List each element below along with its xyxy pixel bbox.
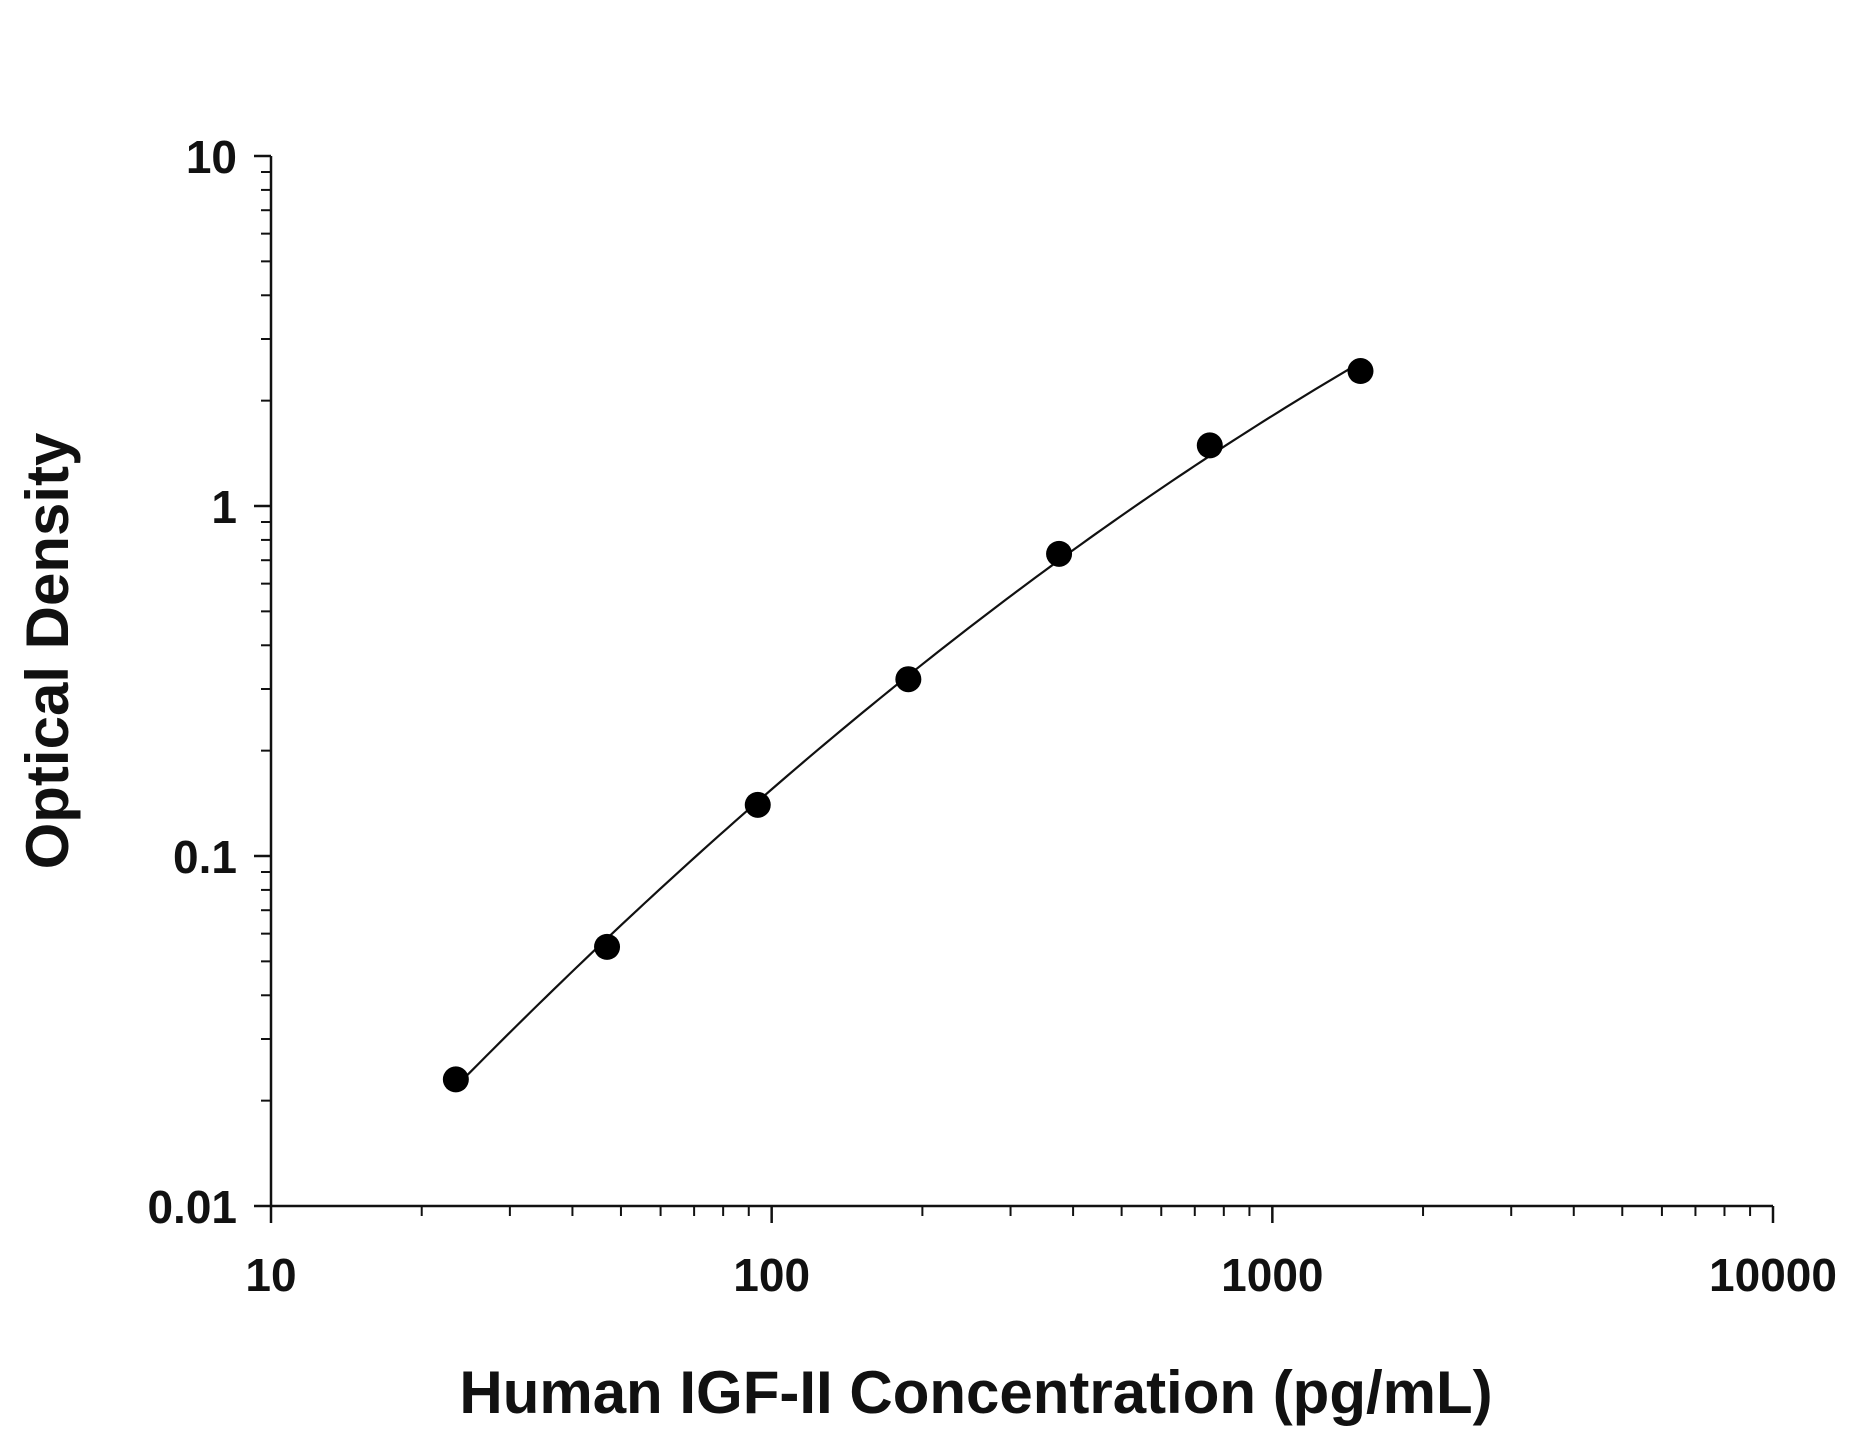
y-tick-label: 0.01 (147, 1181, 237, 1233)
y-tick-label: 1 (211, 481, 237, 533)
x-tick-label: 10000 (1709, 1249, 1837, 1301)
fit-curve (455, 361, 1362, 1088)
x-tick-label: 10 (245, 1249, 296, 1301)
y-tick-label: 0.1 (173, 831, 237, 883)
data-point (1347, 358, 1374, 385)
x-ticks: 10 100 1000 10000 (245, 1206, 1837, 1301)
fit-curve-layer (455, 361, 1362, 1088)
y-tick-label: 10 (186, 131, 237, 183)
x-axis-title: Human IGF-II Concentration (pg/mL) (459, 1359, 1492, 1426)
axes (269, 156, 1773, 1208)
y-ticks: 0.01 0.1 1 10 (147, 131, 271, 1233)
y-axis-title: Optical Density (14, 432, 81, 869)
data-points-layer (442, 358, 1374, 1093)
data-point (594, 933, 621, 960)
data-point (1046, 540, 1073, 567)
data-point (442, 1066, 469, 1093)
data-point (895, 666, 922, 693)
data-point (1196, 432, 1223, 459)
x-tick-label: 100 (733, 1249, 810, 1301)
x-tick-label: 1000 (1221, 1249, 1323, 1301)
data-point (744, 791, 771, 818)
